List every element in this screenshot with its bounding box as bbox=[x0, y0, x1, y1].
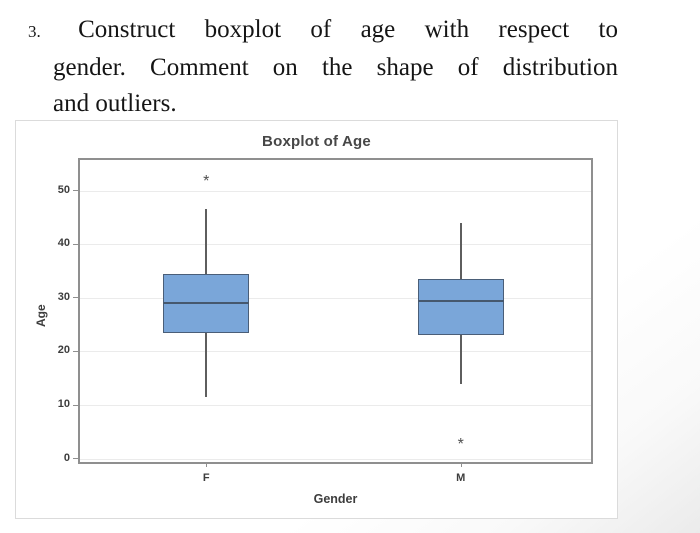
x-tick-label: F bbox=[202, 472, 210, 484]
question-line-1: 3. Construct boxplot of age with respect… bbox=[28, 12, 618, 50]
y-tick-label: 0 bbox=[63, 451, 70, 464]
y-tick-label: 20 bbox=[57, 344, 70, 357]
question-text: Construct boxplot of age with respect to bbox=[78, 16, 619, 43]
x-axis-label: Gender bbox=[313, 492, 358, 506]
chart-title: Boxplot of Age bbox=[262, 133, 371, 150]
box bbox=[417, 279, 504, 336]
gridline bbox=[80, 458, 591, 460]
question-line-3: and outliers. bbox=[53, 90, 177, 117]
gridline bbox=[80, 244, 591, 246]
y-tick-label: 10 bbox=[57, 398, 70, 411]
gridline bbox=[80, 405, 591, 407]
outlier-marker: * bbox=[203, 172, 210, 190]
box-median-line bbox=[163, 302, 250, 305]
y-axis-tick bbox=[73, 458, 79, 460]
box-median-line bbox=[417, 299, 504, 302]
y-axis-tick bbox=[73, 350, 79, 352]
question-line-2: gender. Comment on the shape of distribu… bbox=[53, 54, 618, 81]
plot-area: 0 10 20 30 40 50 * F * M bbox=[58, 158, 593, 484]
x-axis-tick bbox=[206, 462, 208, 467]
question-number: 3. bbox=[28, 22, 41, 41]
y-axis-tick bbox=[73, 243, 79, 245]
y-axis-tick bbox=[73, 297, 79, 299]
boxplot-figure: Boxplot of Age 0 10 20 30 40 50 * F * M Age Gende… bbox=[15, 120, 618, 519]
y-axis-tick bbox=[73, 190, 79, 192]
outlier-marker: * bbox=[457, 435, 464, 453]
y-tick-label: 40 bbox=[57, 237, 70, 250]
y-tick-label: 30 bbox=[57, 290, 70, 303]
gridline bbox=[80, 190, 591, 192]
y-tick-label: 50 bbox=[57, 183, 70, 196]
y-axis-label: Age bbox=[34, 304, 48, 327]
x-axis-tick bbox=[460, 462, 462, 467]
question: 3. Construct boxplot of age with respect… bbox=[28, 12, 618, 122]
gridline bbox=[80, 297, 591, 299]
gridline bbox=[80, 351, 591, 353]
x-tick-label: M bbox=[456, 472, 466, 484]
y-axis-tick bbox=[73, 404, 79, 406]
